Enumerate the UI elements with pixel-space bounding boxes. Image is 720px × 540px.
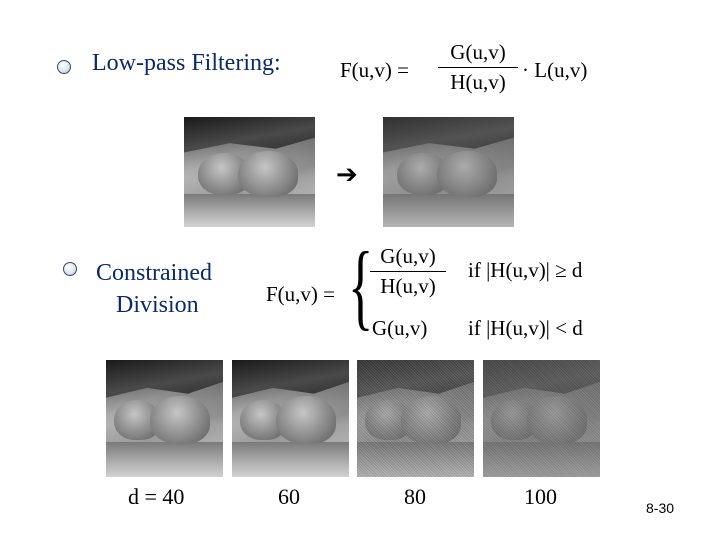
page-number: 8-30	[646, 500, 675, 516]
result-d40-image	[106, 360, 223, 477]
bullet-icon	[63, 262, 77, 276]
result-d60-image	[232, 360, 349, 477]
case1-condition: if |H(u,v)| ≥ d	[468, 258, 583, 282]
result-d80-image	[357, 360, 474, 477]
d-label-100: 100	[524, 484, 557, 509]
lowpass-fraction: G(u,v) H(u,v)	[438, 40, 518, 95]
constrained-division-heading-line2: Division	[116, 292, 199, 318]
lowpass-formula-rhs: · L(u,v)	[522, 58, 588, 82]
constrained-formula-lhs: F(u,v) =	[266, 282, 336, 306]
original-wombat-image	[184, 117, 315, 227]
bullet-icon	[57, 60, 71, 74]
result-d100-image	[483, 360, 600, 477]
lowpass-result-image	[383, 117, 514, 227]
lowpass-denominator: H(u,v)	[450, 70, 506, 94]
case1-fraction: G(u,v) H(u,v)	[370, 244, 446, 299]
case2-condition: if |H(u,v)| < d	[468, 316, 583, 340]
fraction-bar	[370, 271, 446, 272]
lowpass-formula-lhs: F(u,v) =	[340, 58, 410, 82]
low-pass-heading: Low-pass Filtering:	[92, 50, 281, 76]
case2-value: G(u,v)	[372, 316, 428, 340]
constrained-division-heading-line1: Constrained	[96, 260, 212, 286]
lowpass-formula: F(u,v) = G(u,v) H(u,v) · L(u,v)	[340, 40, 610, 106]
right-arrow-icon: ➔	[336, 160, 358, 189]
constrained-formula: F(u,v) = { G(u,v) H(u,v) if |H(u,v)| ≥ d…	[266, 238, 626, 350]
fraction-bar	[438, 67, 518, 68]
curly-brace-icon: {	[348, 232, 374, 339]
case1-numerator: G(u,v)	[380, 244, 436, 268]
d-label-80: 80	[404, 484, 426, 509]
case1-denominator: H(u,v)	[380, 274, 436, 298]
d-label-40: d = 40	[128, 484, 185, 509]
d-label-60: 60	[278, 484, 300, 509]
lowpass-numerator: G(u,v)	[450, 40, 506, 64]
